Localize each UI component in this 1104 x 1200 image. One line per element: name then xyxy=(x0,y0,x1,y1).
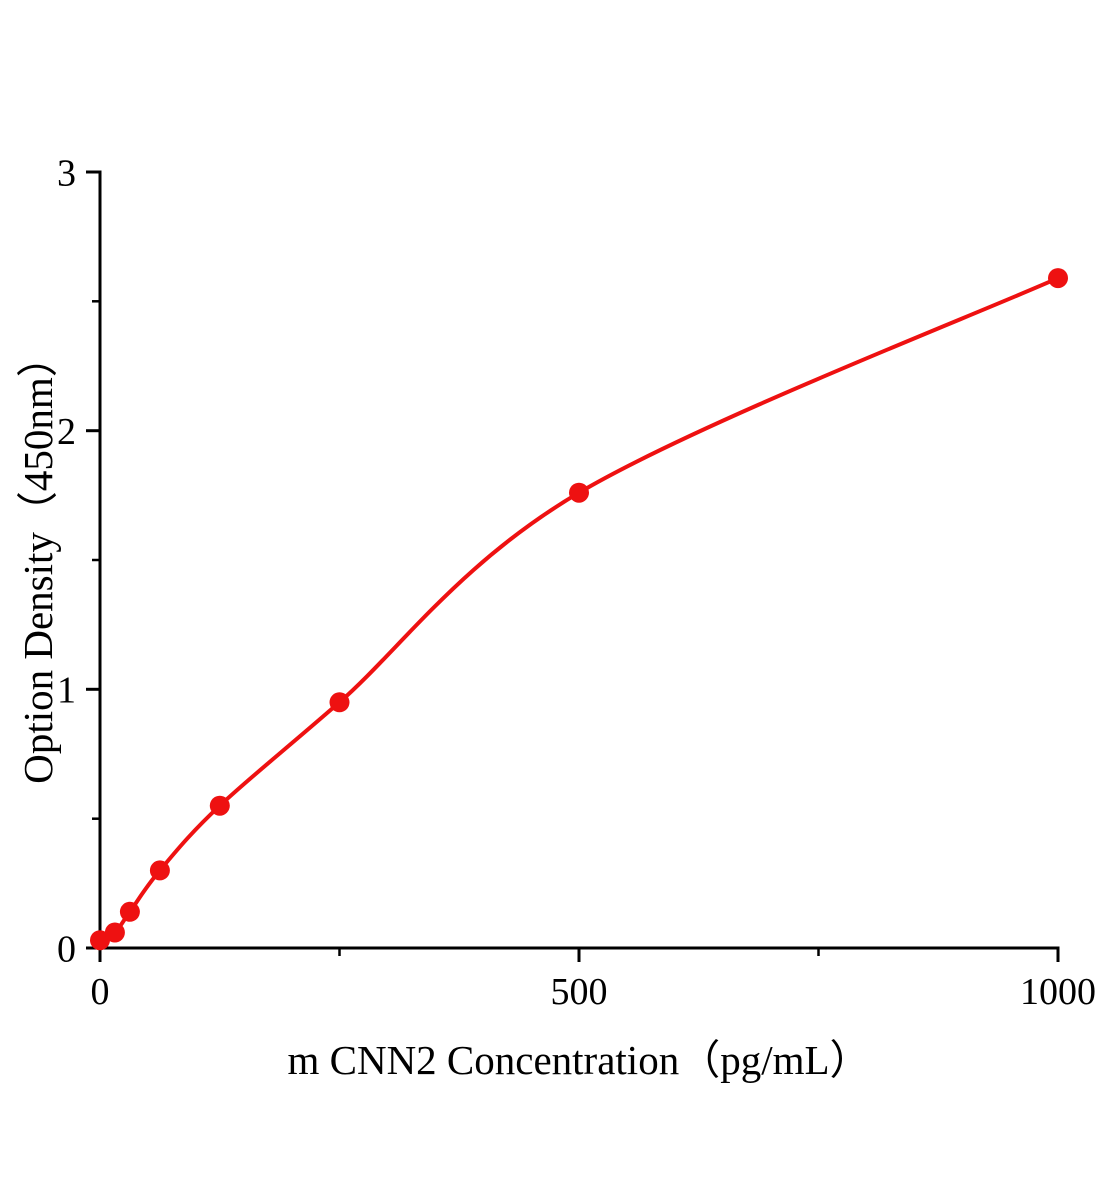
y-tick-label: 2 xyxy=(57,411,76,453)
data-point xyxy=(90,930,110,951)
fitted-curve xyxy=(98,276,1060,943)
data-point xyxy=(1048,268,1068,289)
y-axis-title: Option Density（450nm） xyxy=(15,336,61,784)
data-point xyxy=(149,860,170,881)
data-point xyxy=(119,901,140,922)
data-point xyxy=(329,692,350,713)
x-tick-label: 1000 xyxy=(1020,971,1096,1013)
y-tick-label: 3 xyxy=(57,152,76,194)
y-tick-label: 1 xyxy=(57,670,76,712)
data-point xyxy=(104,922,125,943)
x-tick-label: 0 xyxy=(91,971,110,1013)
y-tick-label: 0 xyxy=(57,928,76,970)
x-tick-label: 500 xyxy=(551,971,608,1013)
data-point xyxy=(569,482,589,503)
data-point xyxy=(209,795,230,816)
x-axis-title: m CNN2 Concentration（pg/mL） xyxy=(287,1037,871,1083)
